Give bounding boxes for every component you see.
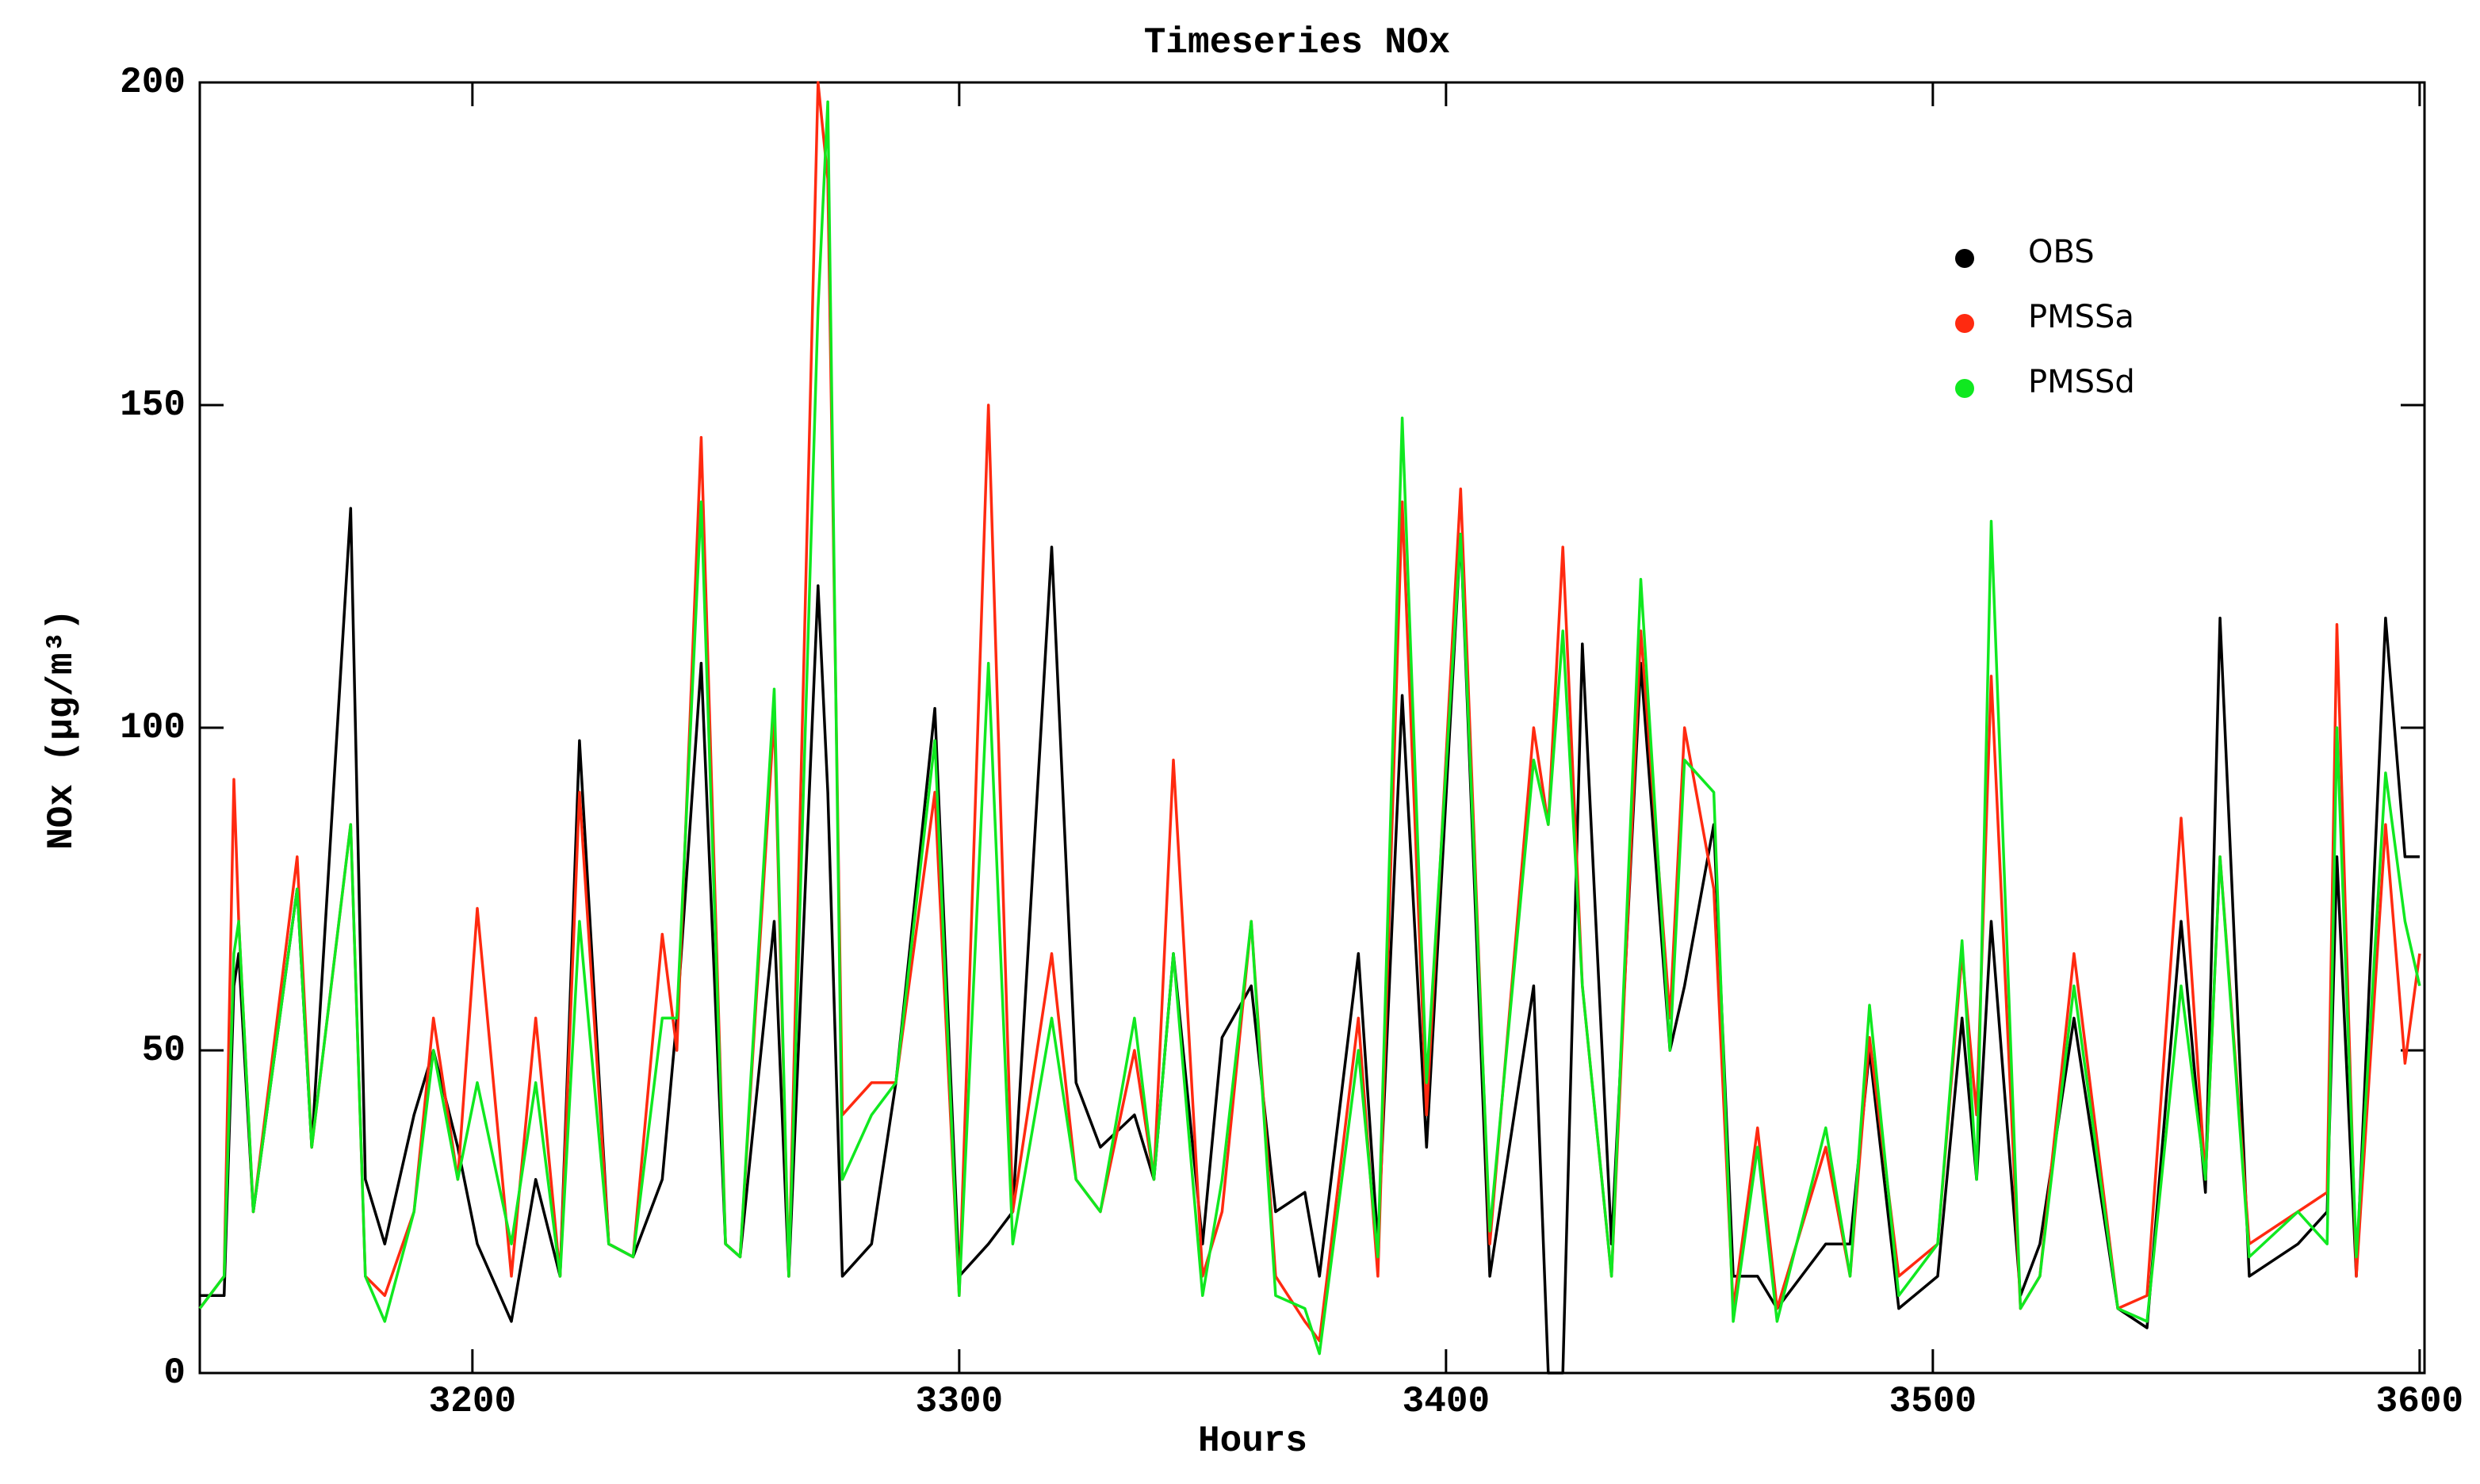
series-line [198, 100, 2421, 1356]
legend-label: PMSSa [2028, 299, 2134, 335]
x-tick-label: 3400 [1403, 1381, 1490, 1422]
x-tick-label: 3200 [429, 1381, 516, 1422]
y-tick-label: 150 [120, 384, 186, 426]
legend-marker [1955, 249, 1974, 268]
x-axis-label: Hours [1198, 1421, 1307, 1462]
plot-frame [198, 81, 2426, 1375]
y-tick-label: 200 [120, 62, 186, 103]
y-tick-label: 100 [120, 707, 186, 748]
x-tick-label: 3500 [1889, 1381, 1977, 1422]
legend-label: OBS [2028, 234, 2095, 270]
series-line [200, 507, 2420, 1375]
legend-marker [1955, 379, 1974, 398]
y-axis-label: NOx (μg/m³) [41, 609, 82, 850]
y-tick-label: 50 [142, 1030, 186, 1071]
x-tick-label: 3300 [916, 1381, 1003, 1422]
legend-label: PMSSd [2028, 364, 2135, 400]
y-tick-label: 0 [163, 1352, 186, 1394]
chart-title: Timeseries NOx [1144, 22, 1450, 63]
legend-marker [1955, 314, 1974, 333]
x-tick-label: 3600 [2376, 1381, 2463, 1422]
series-line [198, 81, 2421, 1343]
